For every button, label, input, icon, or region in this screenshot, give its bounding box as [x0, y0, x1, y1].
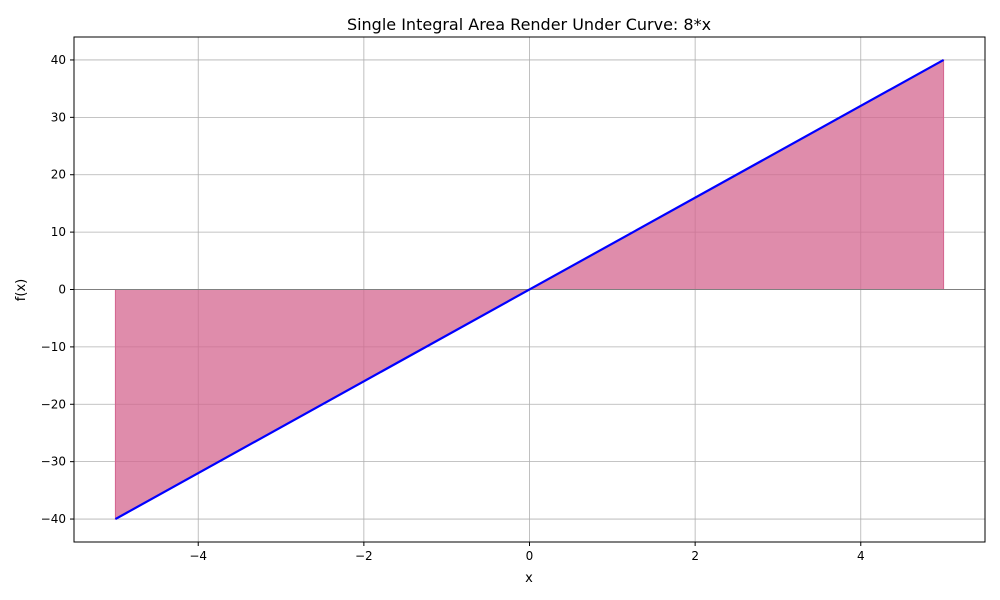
y-tick-label: −30: [41, 455, 66, 469]
y-tick-label: 0: [58, 283, 66, 297]
chart-title: Single Integral Area Render Under Curve:…: [347, 15, 711, 34]
x-tick-label: 4: [857, 549, 865, 563]
y-axis-label: f(x): [14, 279, 29, 301]
x-tick-label: 2: [691, 549, 699, 563]
y-axis-ticks: −40 −30 −20 −10 0 10 20 30 40: [41, 53, 74, 526]
x-axis-ticks: −4 −2 0 2 4: [189, 542, 865, 563]
y-tick-label: 40: [51, 53, 66, 67]
y-tick-label: −20: [41, 397, 66, 411]
y-tick-label: 20: [51, 168, 66, 182]
y-tick-label: −40: [41, 512, 66, 526]
x-tick-label: 0: [526, 549, 534, 563]
y-tick-label: 10: [51, 225, 66, 239]
y-tick-label: −10: [41, 340, 66, 354]
x-tick-label: −4: [189, 549, 207, 563]
y-tick-label: 30: [51, 110, 66, 124]
x-tick-label: −2: [355, 549, 373, 563]
line-layer: [114, 58, 945, 521]
x-axis-label: x: [525, 571, 533, 586]
curve-line: [114, 58, 945, 521]
